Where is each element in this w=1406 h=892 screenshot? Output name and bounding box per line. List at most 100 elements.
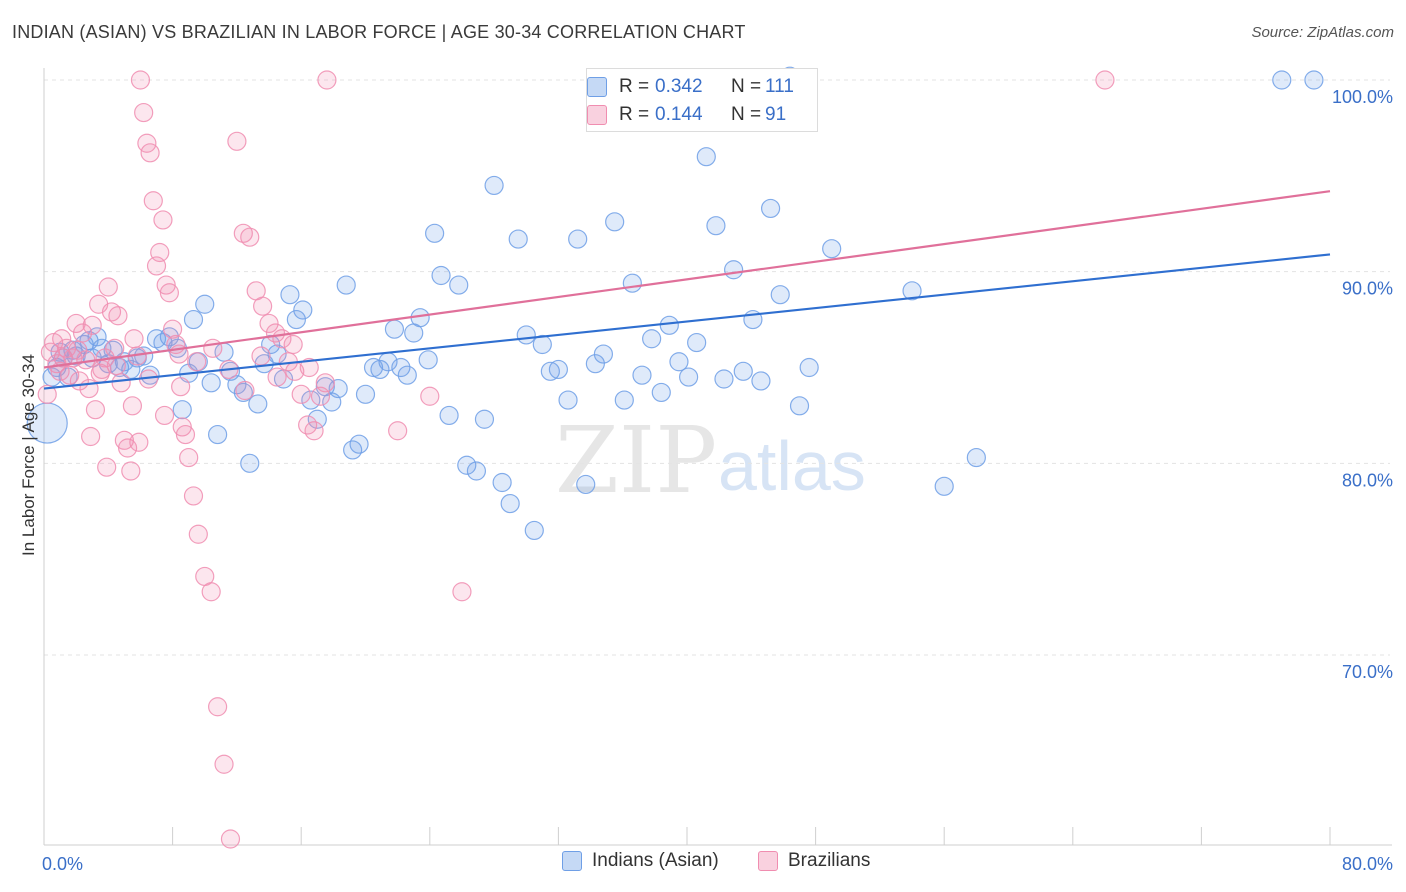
point-indians (293, 300, 313, 320)
point-indians (307, 409, 327, 429)
legend-item-indians[interactable]: Indians (Asian) (562, 850, 719, 872)
stats-row-indians: R = 0.342 N = 111 (587, 73, 817, 101)
point-brazilians (68, 340, 88, 360)
legend-swatch-indians (562, 851, 582, 871)
chart-title: INDIAN (ASIAN) VS BRAZILIAN IN LABOR FOR… (12, 22, 746, 42)
point-brazilians (452, 582, 472, 602)
point-indians (524, 520, 544, 541)
point-brazilians (124, 329, 144, 349)
point-brazilians (108, 306, 128, 326)
point-brazilians (227, 131, 247, 151)
trend-line-brazilians (43, 190, 1331, 369)
x-tick-label: 80.0% (1342, 854, 1393, 874)
point-indians (669, 352, 689, 372)
point-brazilians (304, 421, 324, 441)
point-brazilians (171, 377, 191, 397)
point-brazilians (153, 210, 173, 230)
watermark-atlas: atlas (718, 427, 866, 505)
point-indians (632, 365, 652, 385)
point-indians (576, 474, 596, 495)
trend-line-indians (43, 253, 1331, 390)
point-indians (425, 223, 445, 243)
point-indians (799, 357, 819, 378)
legend-swatch-brazilians (758, 851, 778, 871)
point-brazilians (214, 754, 234, 774)
point-indians (642, 329, 662, 349)
point-indians (605, 212, 625, 232)
stats-legend: R = 0.342 N = 111 R = 0.144 N = 91 (586, 68, 818, 132)
point-brazilians (172, 417, 192, 437)
point-indians (286, 309, 306, 330)
point-brazilians (267, 367, 287, 387)
point-indians (508, 229, 528, 249)
point-indians (248, 394, 268, 414)
y-tick-label: 100.0% (1332, 87, 1393, 107)
point-brazilians (420, 386, 440, 406)
point-brazilians (179, 447, 199, 468)
y-axis-title: In Labor Force | Age 30-34 (19, 354, 38, 556)
legend-label-brazilians: Brazilians (788, 850, 871, 871)
point-indians (593, 344, 614, 364)
point-brazilians (134, 102, 154, 123)
point-indians (397, 365, 417, 385)
axes (43, 68, 1392, 846)
point-indians (370, 359, 390, 380)
point-brazilians (85, 400, 106, 420)
point-indians (195, 294, 215, 314)
point-indians (622, 273, 642, 293)
trend-lines (43, 190, 1331, 390)
legend-label-indians: Indians (Asian) (592, 850, 719, 871)
r-label: R = (619, 104, 650, 125)
point-indians (336, 275, 356, 295)
y-tick-label: 70.0% (1342, 662, 1393, 682)
point-brazilians (251, 346, 271, 366)
point-brazilians (315, 373, 335, 393)
point-brazilians (156, 275, 176, 295)
point-indians (492, 472, 512, 493)
point-brazilians (317, 70, 337, 90)
legend-swatch-brazilians (587, 105, 607, 125)
point-brazilians (111, 373, 131, 393)
point-brazilians (291, 384, 311, 404)
point-indians (439, 405, 459, 426)
r-value: 0.144 (655, 104, 703, 125)
point-indians (280, 285, 300, 305)
point-indians (706, 216, 726, 236)
legend-item-brazilians[interactable]: Brazilians (758, 850, 870, 872)
point-brazilians (188, 524, 208, 544)
r-value: 0.342 (655, 76, 703, 97)
point-brazilians (114, 430, 134, 450)
point-indians (159, 327, 179, 347)
point-indians (687, 332, 707, 353)
point-brazilians (82, 315, 102, 335)
point-brazilians (81, 426, 101, 447)
point-brazilians (253, 296, 273, 316)
point-brazilians (259, 313, 279, 334)
point-indians (770, 285, 790, 305)
point-brazilians (235, 380, 255, 401)
bottom-legend: Indians (Asian) Brazilians (0, 850, 1406, 878)
legend-swatch-indians (587, 77, 607, 97)
point-indians (466, 461, 487, 481)
n-value: 111 (765, 76, 794, 97)
point-indians (902, 281, 922, 301)
point-indians (696, 147, 716, 167)
point-indians (548, 359, 569, 380)
point-indians (540, 361, 560, 381)
point-brazilians (208, 697, 228, 717)
point-brazilians (163, 319, 183, 339)
point-brazilians (90, 363, 110, 383)
point-brazilians (117, 438, 138, 458)
point-brazilians (159, 283, 179, 303)
point-indians (349, 434, 369, 454)
point-brazilians (37, 384, 57, 404)
point-brazilians (66, 313, 86, 334)
point-brazilians (140, 143, 160, 163)
point-brazilians (130, 70, 151, 90)
point-indians (267, 344, 287, 364)
stats-row-brazilians: R = 0.144 N = 91 (587, 101, 817, 129)
point-brazilians (183, 486, 204, 506)
point-brazilians (220, 829, 241, 849)
point-indians (651, 382, 671, 403)
watermark: ZIP atlas (555, 407, 866, 514)
